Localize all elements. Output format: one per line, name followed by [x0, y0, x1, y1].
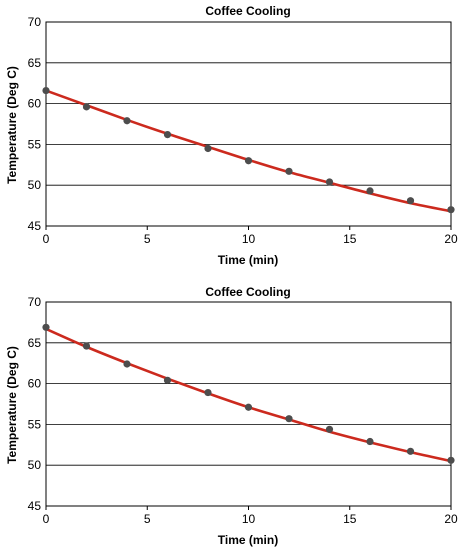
data-point — [366, 187, 374, 195]
chart-1-plot-frame — [45, 21, 452, 227]
chart-1-title: Coffee Cooling — [205, 4, 290, 18]
chart-1-y-ticks: 45 50 55 60 65 70 — [28, 15, 42, 233]
chart-1: Coffee Cooling Time (min) Temperature (D… — [5, 4, 458, 267]
data-point — [406, 197, 415, 205]
chart-1-data-points — [42, 86, 455, 214]
chart-2-fit-line — [45, 327, 452, 463]
y-tick-label: 70 — [28, 15, 42, 29]
chart-2-y-ticks: 45 50 55 60 65 70 — [28, 295, 42, 513]
y-tick-label: 55 — [28, 417, 42, 431]
y-tick-label: 65 — [28, 56, 42, 70]
x-tick-label: 15 — [343, 232, 357, 246]
data-point — [42, 323, 50, 331]
x-tick-label: 0 — [43, 232, 50, 246]
x-tick-label: 5 — [144, 512, 151, 526]
data-point — [123, 360, 131, 368]
x-tick-label: 15 — [343, 512, 357, 526]
data-point — [204, 144, 212, 153]
y-tick-label: 60 — [28, 97, 42, 111]
y-tick-label: 45 — [28, 499, 42, 513]
chart-2-y-axis-label: Temperature (Deg C) — [5, 346, 19, 464]
data-point — [325, 178, 334, 186]
data-point — [325, 425, 334, 433]
data-point — [163, 131, 172, 139]
chart-2: Coffee Cooling Time (min) Temperature (D… — [5, 285, 458, 547]
x-tick-label: 20 — [444, 232, 458, 246]
chart-1-gridlines — [46, 21, 451, 227]
y-tick-label: 45 — [28, 219, 42, 233]
data-point — [82, 103, 91, 111]
chart-1-y-axis-label: Temperature (Deg C) — [5, 66, 19, 184]
x-tick-label: 5 — [144, 232, 151, 246]
chart-1-x-ticks: 0 5 10 15 20 — [43, 226, 458, 246]
data-point — [406, 447, 415, 455]
chart-2-x-ticks: 0 5 10 15 20 — [43, 506, 458, 526]
y-tick-label: 50 — [28, 178, 42, 192]
data-point — [42, 86, 50, 95]
chart-2-plot-frame — [45, 301, 452, 507]
data-point — [447, 456, 455, 464]
y-tick-label: 50 — [28, 458, 42, 472]
data-point — [244, 157, 253, 165]
chart-2-title: Coffee Cooling — [205, 285, 290, 299]
x-tick-label: 10 — [242, 512, 256, 526]
data-point — [204, 388, 212, 397]
chart-1-x-axis-label: Time (min) — [218, 253, 278, 267]
y-tick-label: 65 — [28, 336, 42, 350]
data-point — [285, 167, 293, 175]
chart-2-data-points — [42, 323, 455, 464]
data-point — [244, 403, 253, 411]
x-tick-label: 0 — [43, 512, 50, 526]
data-point — [447, 206, 455, 214]
data-point — [366, 437, 374, 446]
x-tick-label: 10 — [242, 232, 256, 246]
data-point — [163, 376, 172, 384]
y-tick-label: 55 — [28, 137, 42, 151]
data-point — [123, 117, 131, 125]
chart-2-x-axis-label: Time (min) — [218, 533, 278, 547]
data-point — [82, 342, 91, 350]
y-tick-label: 70 — [28, 295, 42, 309]
chart-1-fit-line — [45, 89, 452, 213]
y-tick-label: 60 — [28, 377, 42, 391]
data-point — [285, 415, 293, 423]
x-tick-label: 20 — [444, 512, 458, 526]
